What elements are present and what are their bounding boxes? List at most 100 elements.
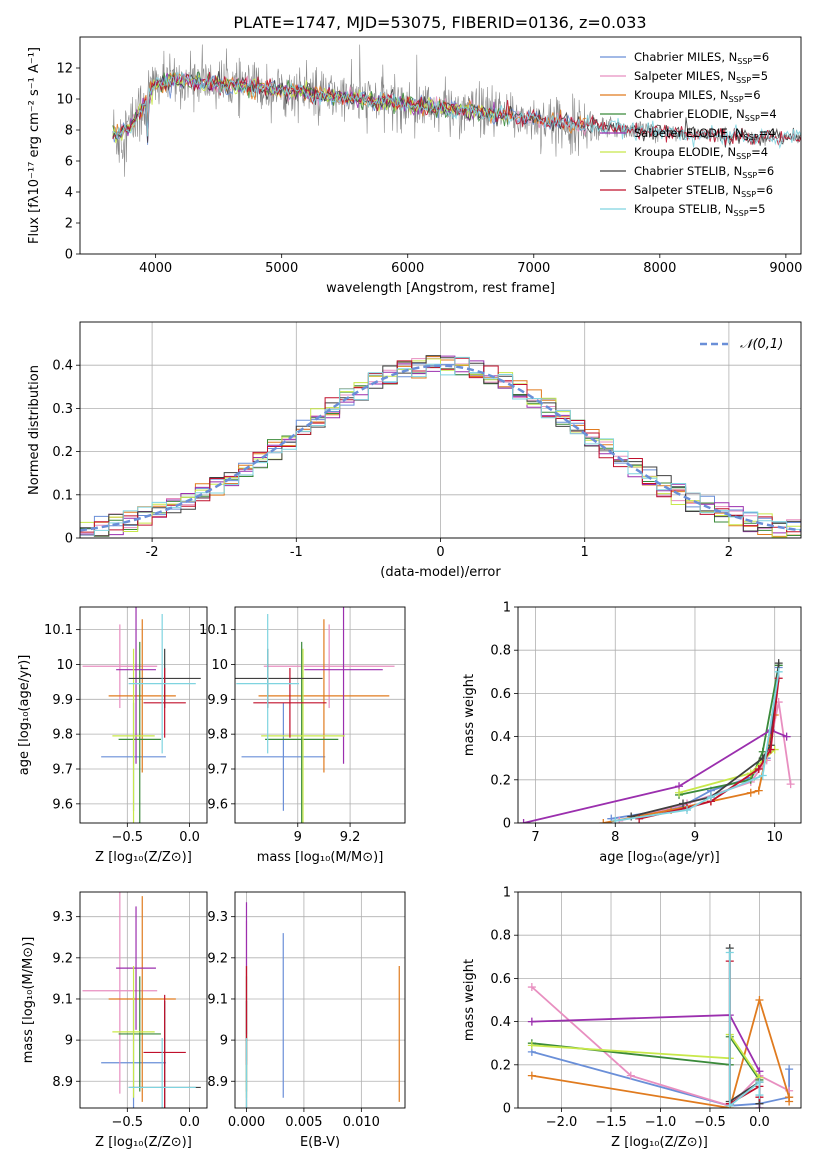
x-tick-label: 0.000	[228, 1115, 265, 1130]
y-tick-label: 0.2	[490, 1058, 511, 1073]
x-tick-label: 8000	[643, 261, 676, 276]
x-tick-label: -2	[146, 545, 159, 560]
x-tick-label: −1.5	[595, 1115, 627, 1130]
legend-nssp: 6	[766, 183, 773, 197]
x-axis-label: (data-model)/error	[380, 565, 501, 580]
y-tick-label: 0.6	[490, 972, 511, 987]
legend-label: Kroupa MILES, NSSP=6	[634, 88, 761, 104]
plus-marker	[527, 1041, 536, 1050]
weight-line	[728, 952, 761, 1108]
legend-label: Chabrier MILES, NSSP=6	[634, 50, 769, 66]
legend-nssp: 6	[753, 88, 760, 102]
x-tick-label: −0.5	[694, 1115, 726, 1130]
legend-nssp: 6	[762, 50, 769, 64]
y-axis-label: mass [log₁₀(M/M⊙)]	[21, 937, 36, 1064]
plot-area	[519, 659, 795, 823]
panel-residuals: -2 -1 0 1 2 0 0.1 0.2 0.3 0.4 (data-model)/error No…	[27, 321, 802, 580]
y-tick-label: 10	[211, 658, 228, 673]
y-tick-label: 9.6	[52, 797, 73, 812]
x-tick-label: 0	[436, 545, 444, 560]
legend-series-name: Salpeter STELIB	[634, 183, 725, 197]
plot-area	[245, 902, 400, 1108]
legend-nssp: 5	[761, 69, 768, 83]
y-tick-label: 0.4	[52, 359, 73, 374]
y-tick-label: 9	[220, 1034, 228, 1049]
plus-marker	[519, 819, 528, 823]
plus-marker	[527, 1017, 536, 1026]
y-tick-label: 10.1	[199, 623, 228, 638]
y-axis-label: Flux [fλ10⁻¹⁷ erg cm⁻² s⁻¹ A⁻¹]	[27, 47, 42, 244]
normal-reference-curve	[80, 364, 801, 532]
panel-age-vs-Z: −0.5 0.0 9.6 9.7 9.8 9.9 10 10.1 Z [log₁₀(Z/Z⊙)]…	[17, 606, 208, 865]
y-tick-label: 6	[65, 155, 73, 170]
plot-area	[112, 44, 801, 177]
x-tick-label: 0.005	[285, 1115, 322, 1130]
x-tick-label: 4000	[139, 261, 172, 276]
axes-frame	[79, 36, 802, 255]
y-tick-label: 1	[503, 601, 511, 616]
plus-marker	[675, 788, 684, 797]
x-tick-label: −0.5	[112, 1115, 144, 1130]
axes-frame	[517, 891, 802, 1109]
plot-area	[527, 944, 794, 1108]
panel-age-vs-mass: 9 9.2 9.6 9.7 9.8 9.9 10 10.1 mass [log₁₀(M/M⊙)]	[199, 606, 406, 865]
y-tick-label: 0	[65, 248, 73, 263]
y-tick-label: 9.9	[207, 693, 228, 708]
legend-nssp: 4	[761, 145, 768, 159]
x-axis-label: E(B-V)	[300, 1135, 340, 1150]
x-axis-label: Z [log₁₀(Z/Z⊙)]	[95, 1135, 192, 1150]
plot-area	[235, 607, 395, 823]
legend-nssp: 6	[767, 164, 774, 178]
plus-marker	[755, 1078, 764, 1087]
plus-marker	[599, 819, 608, 823]
plus-marker	[706, 793, 715, 802]
figure-title: PLATE=1747, MJD=53075, FIBERID=0136, z=0…	[233, 13, 646, 32]
plus-marker	[754, 765, 763, 773]
plus-marker	[725, 1101, 734, 1108]
x-tick-label: 0.0	[749, 1115, 770, 1130]
plus-marker	[755, 1091, 764, 1100]
panel-mass-vs-Z: −0.5 0.0 8.9 9 9.1 9.2 9.3 Z [log₁₀(Z/Z⊙)] mass …	[21, 891, 208, 1150]
plus-marker	[766, 745, 775, 754]
legend-series-name: Chabrier STELIB	[634, 164, 726, 178]
panel-mass-weight-vs-Z: −2.0 −1.5 −1.0 −0.5 0.0 0 0.2 0.4 0.6 0.8 1 Z [log₁…	[462, 886, 802, 1150]
legend-label: Salpeter ELODIE, NSSP=4	[634, 126, 776, 142]
legend-nssp: 4	[768, 126, 775, 140]
plus-marker	[683, 806, 692, 815]
x-axis-label: Z [log₁₀(Z/Z⊙)]	[95, 850, 192, 865]
plus-marker	[774, 667, 783, 676]
plus-marker	[786, 780, 795, 789]
plus-marker	[626, 1071, 635, 1080]
plus-marker	[635, 814, 644, 823]
y-tick-label: 0	[65, 532, 73, 547]
legend-label: Chabrier STELIB, NSSP=6	[634, 164, 774, 180]
plus-marker	[754, 786, 763, 795]
y-tick-label: 9.1	[52, 992, 73, 1007]
y-tick-label: 0.4	[490, 730, 511, 745]
plus-marker	[611, 816, 620, 823]
plus-marker	[527, 983, 536, 992]
y-tick-label: 9	[65, 1034, 73, 1049]
legend-label: Salpeter MILES, NSSP=5	[634, 69, 768, 85]
y-tick-label: 4	[65, 186, 73, 201]
x-tick-label: 1	[581, 545, 589, 560]
y-tick-label: 9.3	[207, 910, 228, 925]
y-tick-label: 9.3	[52, 910, 73, 925]
x-tick-label: -1	[290, 545, 303, 560]
x-tick-label: 2	[725, 545, 733, 560]
legend-series-name: Kroupa ELODIE	[634, 145, 720, 159]
x-axis-label: age [log₁₀(age/yr)]	[599, 850, 720, 865]
plot-area	[82, 892, 201, 1108]
x-tick-label: −0.5	[112, 830, 144, 845]
plus-marker	[758, 771, 767, 780]
y-tick-label: 9.8	[52, 728, 73, 743]
x-tick-label: 0.0	[179, 830, 200, 845]
y-tick-label: 9.8	[207, 728, 228, 743]
panel-mass-vs-ebv: 0.000 0.005 0.010 8.9 9 9.1 9.2 9.3 E(B-V)	[207, 891, 406, 1150]
y-tick-label: 9.7	[207, 763, 228, 778]
y-tick-label: 9.2	[207, 951, 228, 966]
model-line	[112, 72, 801, 150]
y-tick-label: 0.8	[490, 929, 511, 944]
y-tick-label: 9.7	[52, 763, 73, 778]
